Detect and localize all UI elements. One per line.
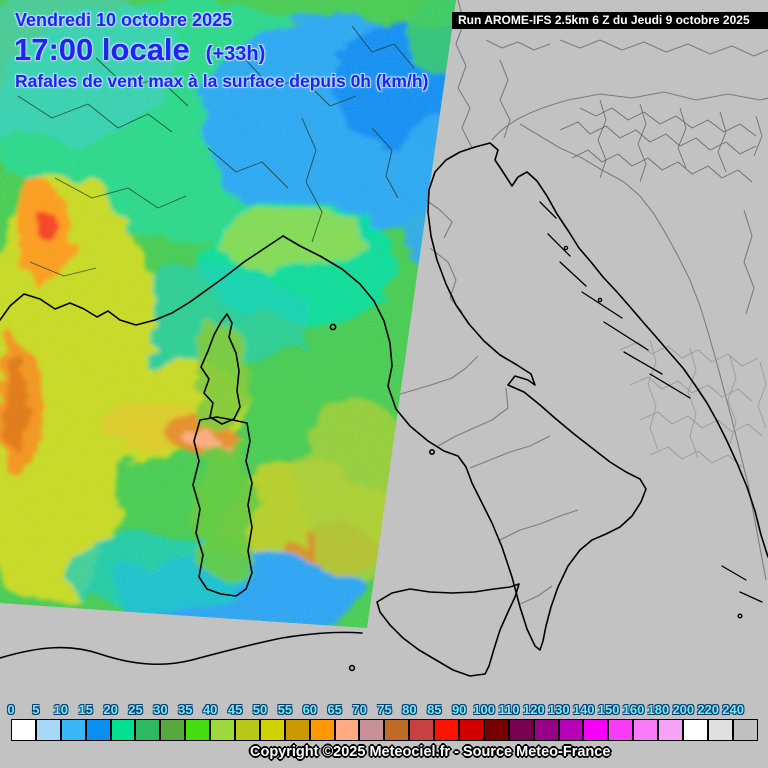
legend-label: 60 [302,702,318,717]
legend-box-200 [683,719,708,741]
legend-box-240 [732,719,758,741]
forecast-offset: (+33h) [205,43,266,65]
legend-box-50 [259,719,285,741]
africa-coastline [0,631,363,666]
legend-label: 25 [128,702,143,717]
legend-box-5 [35,719,61,741]
legend-label: 150 [597,702,620,717]
legend-label: 140 [572,702,595,717]
legend-label: 85 [427,702,442,717]
run-info-bar: Run AROME-IFS 2.5km 6 Z du Jeudi 9 octob… [452,12,768,29]
legend-box-35 [185,719,211,741]
forecast-date: Vendredi 10 octobre 2025 [15,10,233,30]
balkan-coastline [489,142,768,558]
italy-coastline [282,142,647,651]
legend-box-65 [334,719,360,741]
legend-label: 100 [473,702,495,717]
legend-box-130 [558,719,584,741]
legend-box-45 [235,719,260,741]
legend-box-0 [11,719,36,741]
copyright-text: Copyright ©2025 Meteociel.fr - Source Me… [250,744,611,760]
legend-box-90 [459,719,484,741]
sardinia-coastline [192,416,253,597]
region-borders-layer [393,0,768,605]
legend-box-220 [707,719,733,741]
legend-label: 40 [202,702,218,717]
legend-box-30 [160,719,186,741]
legend-label: 65 [327,702,342,717]
legend-label: 0 [7,702,15,717]
legend-label: 110 [498,702,520,717]
legend-box-140 [583,719,609,741]
legend-box-10 [60,719,86,741]
legend-box-160 [633,719,659,741]
in-domain-borders [17,25,415,277]
legend-label: 220 [697,702,720,717]
ischia-island [428,448,435,455]
legend-label: 5 [32,702,40,717]
legend-label: 15 [78,702,93,717]
legend-box-25 [135,719,161,741]
corsica-coastline [200,313,241,425]
legend-label: 240 [722,702,744,717]
sicily-coastline [376,583,520,677]
forecast-time-row: 17:00 locale (+33h) [14,32,265,68]
france-coastline [0,235,284,326]
legend-label: 75 [377,702,392,717]
legend-label: 35 [178,702,193,717]
legend-box-40 [210,719,236,741]
color-scale-labels: 0 5 10 15 20 25 30 35 40 45 50 55 60 65 70 75 80 85 90 100 1… [0,702,768,718]
legend-box-75 [384,719,410,741]
legend-label: 160 [622,702,645,717]
variable-title: Rafales de vent max à la surface depuis … [15,71,429,91]
legend-label: 55 [277,702,293,717]
legend-box-15 [85,719,111,741]
legend-label: 90 [451,702,467,717]
legend-label: 200 [672,702,695,717]
legend-box-110 [508,719,534,741]
legend-label: 70 [352,702,367,717]
legend-label: 80 [402,702,417,717]
legend-label: 50 [252,702,268,717]
legend-box-100 [483,719,509,741]
elba-island [329,323,337,331]
adriatic-islands [539,201,763,619]
coastlines-layer [0,142,768,677]
legend-box-80 [409,719,435,741]
legend-box-70 [359,719,385,741]
legend-box-55 [284,719,310,741]
legend-box-85 [434,719,460,741]
pantelleria-island [348,664,356,672]
legend-label: 130 [547,702,570,717]
legend-label: 10 [53,702,69,717]
legend-label: 180 [647,702,670,717]
color-scale [11,719,758,741]
forecast-time: 17:00 locale [14,32,190,67]
legend-box-20 [110,719,136,741]
legend-label: 30 [153,702,168,717]
legend-box-120 [533,719,559,741]
legend-box-150 [608,719,634,741]
legend-box-180 [658,719,684,741]
legend-label: 45 [227,702,243,717]
legend-label: 120 [523,702,545,717]
legend-box-60 [309,719,335,741]
legend-label: 20 [103,702,118,717]
